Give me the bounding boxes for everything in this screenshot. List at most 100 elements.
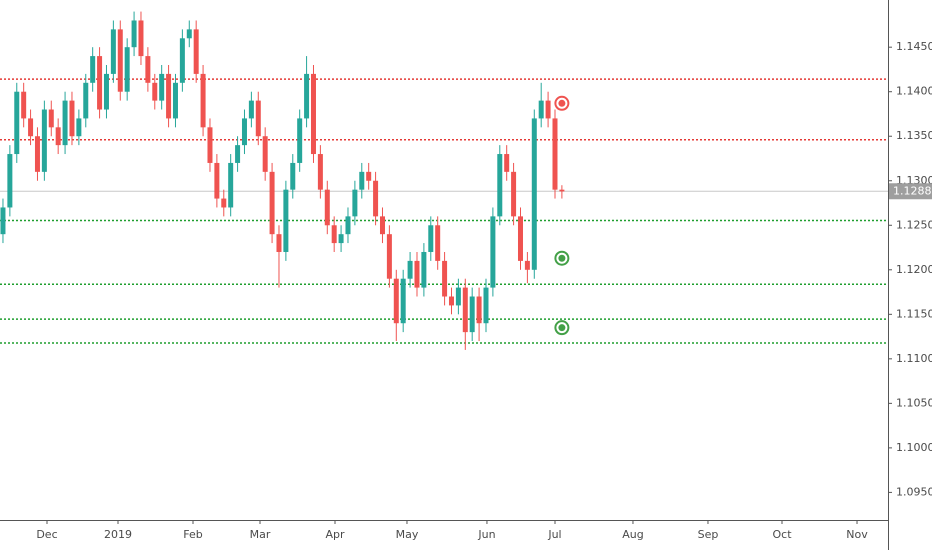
x-tick-label: Mar [250,528,271,541]
candle-body [124,47,130,92]
last-price-box [889,183,932,200]
candle-body [69,100,75,137]
x-tick-label: Aug [622,528,643,541]
candle-body [55,127,61,146]
candle-body [179,38,185,83]
candle-body [373,180,379,217]
x-tick-label: Sep [698,528,719,541]
candle-body [421,251,427,288]
y-tick-label: 1.13500 [896,129,932,142]
candle-body [48,109,54,128]
candle-body [366,171,372,181]
y-tick-label: 1.10500 [896,396,932,409]
candle-body [117,29,123,92]
y-tick-label: 1.12000 [896,263,932,276]
candle-body [462,287,468,333]
candle-body [469,296,475,333]
candle-body [145,56,151,83]
candle-body [248,100,254,119]
candle-body [442,260,448,297]
x-tick-label: Oct [772,528,792,541]
candle-body [276,234,282,252]
x-tick-label: Jun [477,528,495,541]
candle-body [83,82,89,119]
candle-body [207,127,213,163]
candle-body [290,162,296,190]
x-tick-label: Nov [846,528,868,541]
candle-body [407,260,413,279]
candle-body [338,234,344,244]
candle-body [304,73,310,119]
candle-body [504,154,510,172]
candle-body [152,82,158,101]
candle-body [297,118,303,163]
candle-body [62,100,68,146]
candle-body [559,189,565,192]
candle-body [552,118,558,190]
candle-body [41,109,47,172]
candle-body [524,260,530,270]
candle-body [193,29,199,74]
candle-body [131,20,137,48]
candle-body [228,162,234,208]
candle-body [511,171,517,217]
y-tick-label: 1.11500 [896,307,932,320]
candle-body [517,216,523,261]
candle-body [331,225,337,244]
candle-body [103,73,109,110]
marker-dot [558,99,566,107]
candle-body [166,73,172,119]
candle-body [283,189,289,252]
candle-body [76,118,82,137]
candle-body [97,56,103,110]
candle-body [14,91,20,155]
candle-body [490,216,496,288]
candle-body [0,207,6,235]
candle-body [21,91,27,119]
candle-body [483,287,489,324]
y-tick-label: 1.14000 [896,85,932,98]
candle-body [255,100,261,137]
candle-body [269,171,275,235]
candle-body [172,82,178,119]
candle-body [379,216,385,235]
last-price-label: 1.12882 [893,184,932,197]
candle-body [359,171,365,190]
x-tick-label: Jul [547,528,561,541]
y-tick-label: 1.12500 [896,218,932,231]
candle-body [393,278,399,324]
y-tick-label: 1.09500 [896,485,932,498]
candle-body [159,73,165,101]
y-tick-label: 1.11000 [896,352,932,365]
x-tick-label: Feb [183,528,202,541]
candle-body [400,278,406,324]
candle-body [90,56,96,83]
y-tick-label: 1.14500 [896,40,932,53]
candle-body [7,154,13,208]
candle-body [317,154,323,190]
candle-body [386,234,392,279]
marker-dot [558,324,566,332]
x-tick-label: May [396,528,419,541]
marker-dot [558,254,566,262]
candle-body [324,189,330,226]
candle-body [34,136,40,172]
candle-body [138,20,144,57]
candle-body [497,154,503,217]
candle-body [476,296,482,324]
candle-body [455,287,461,306]
candle-body [345,216,351,235]
candle-body [28,118,34,137]
candle-body [200,73,206,128]
candle-body [186,29,192,39]
candle-body [110,29,116,74]
candle-body [310,73,316,155]
candle-body [538,100,544,119]
candle-body [435,225,441,261]
y-tick-label: 1.10000 [896,441,932,454]
x-tick-label: Dec [36,528,57,541]
x-tick-label: Apr [325,528,345,541]
candle-body [221,198,227,208]
candle-body [214,162,220,199]
